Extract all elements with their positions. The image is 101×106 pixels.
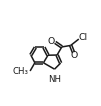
Text: Cl: Cl	[78, 33, 88, 42]
Text: O: O	[48, 37, 55, 46]
Text: NH: NH	[49, 75, 62, 84]
Text: O: O	[70, 51, 78, 60]
Text: CH₃: CH₃	[13, 68, 29, 77]
